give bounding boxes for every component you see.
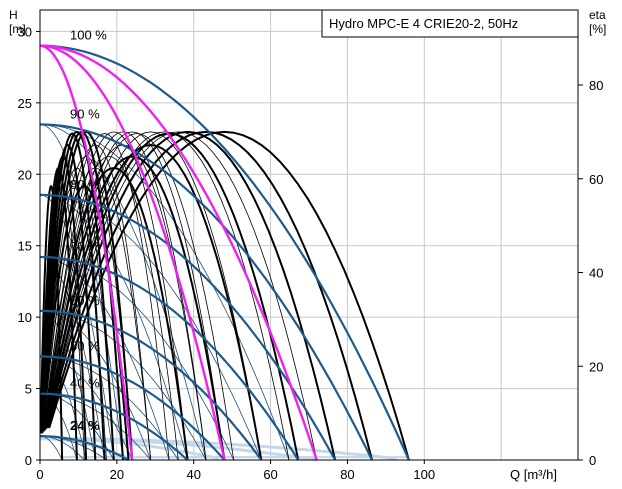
max-speed-curves [39, 44, 318, 461]
max-speed-curve [39, 44, 318, 461]
head-curve-thin [39, 124, 207, 461]
efficiency-curve [42, 167, 152, 461]
y2-tick-label: 0 [589, 453, 596, 468]
y2-tick-label: 20 [589, 359, 603, 374]
speed-label: 80 % [70, 177, 100, 192]
plot-frame [39, 9, 579, 461]
efficiency-curve [45, 131, 262, 461]
speed-labels: 100 % 90 % 80 % 70 % 60 % 50 % 40 % 24 % [70, 28, 107, 433]
head-curve [40, 392, 189, 461]
y-tick-label: 0 [25, 453, 32, 468]
y-axis-label-line2: [m] [9, 22, 26, 36]
x-tick-label: 80 [340, 467, 354, 482]
efficiency-curve [45, 132, 300, 461]
y-tick-label: 20 [18, 167, 32, 182]
y2-axis-label-line2: [%] [589, 22, 606, 36]
efficiency-curve [44, 143, 263, 461]
efficiency-curve [40, 132, 106, 461]
efficiency-curve [48, 130, 410, 461]
system-curve [40, 437, 397, 461]
efficiency-curve [40, 185, 85, 461]
efficiency-curve [43, 156, 179, 461]
speed-label: 40 % [70, 376, 100, 391]
head-curve [40, 435, 130, 461]
y-tick-label: 10 [18, 310, 32, 325]
speed-label: 50 % [70, 338, 100, 353]
speed-label: 60 % [70, 293, 100, 308]
y2-tick-label: 40 [589, 266, 603, 281]
head-curve [40, 309, 263, 461]
y-tick-label: 25 [18, 96, 32, 111]
efficiency-curve [46, 130, 337, 461]
head-curve [39, 44, 410, 461]
x-tick-label: 0 [36, 467, 43, 482]
grid-lines [40, 10, 578, 460]
efficiency-curve [40, 130, 115, 461]
title-box [321, 9, 579, 38]
y-tick-label: 15 [18, 239, 32, 254]
y2-axis-label-line1: eta [589, 8, 606, 22]
head-curve [39, 355, 226, 461]
speed-label: 90 % [70, 106, 100, 121]
head-curve [39, 255, 300, 461]
y-axis-label-line1: H [9, 8, 18, 22]
x-tick-label: 40 [186, 467, 200, 482]
efficiency-curve [42, 166, 189, 461]
y2-tick-label: 60 [589, 172, 603, 187]
x-axis-label: Q [m³/h] [510, 467, 557, 482]
x-tick-label: 60 [263, 467, 277, 482]
x-tick-label: 100 [413, 467, 435, 482]
chart-title: Hydro MPC-E 4 CRIE20-2, 50Hz [329, 16, 518, 31]
y-axis-ticks: 0 5 10 15 20 25 30 [18, 24, 40, 468]
y2-tick-label: 80 [589, 78, 603, 93]
x-tick-label: 20 [110, 467, 124, 482]
max-speed-curve [39, 44, 226, 461]
efficiency-curve [41, 185, 107, 461]
speed-label: 24 % [70, 418, 100, 433]
head-curve-thin [39, 124, 124, 461]
speed-label: 100 % [70, 28, 107, 43]
y-tick-label: 5 [25, 382, 32, 397]
speed-label: 70 % [70, 239, 100, 254]
head-curve-thin [39, 194, 262, 461]
efficiency-curve [39, 166, 78, 461]
y-tick-label: 30 [18, 24, 32, 39]
max-speed-curve [39, 44, 134, 461]
x-axis-ticks: 0 20 40 60 80 100 [36, 460, 435, 482]
head-curve [39, 123, 373, 461]
head-curve [39, 193, 337, 461]
head-curves [39, 44, 410, 461]
efficiency-curve [40, 155, 88, 461]
